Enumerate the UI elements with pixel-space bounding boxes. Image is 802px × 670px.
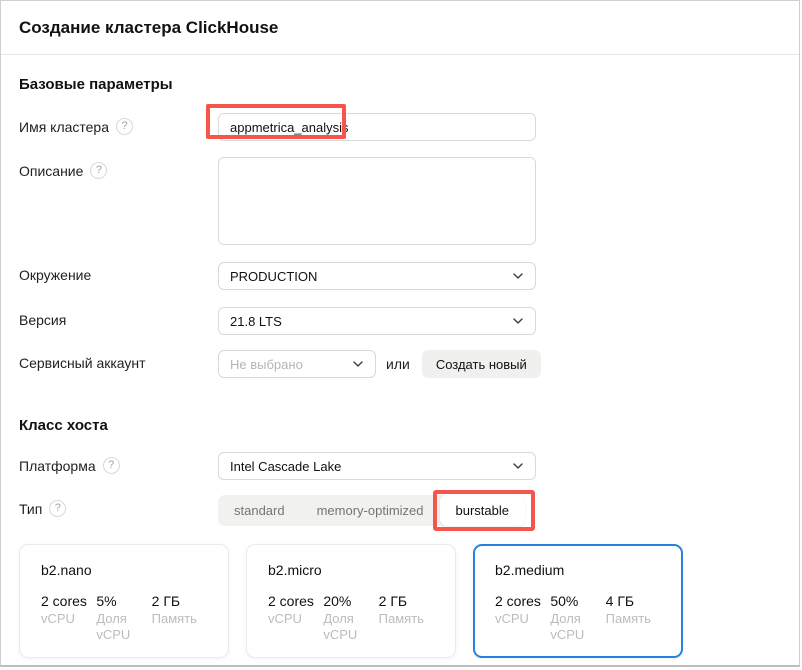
- form-row-cluster-name: Имя кластера ?: [19, 104, 781, 141]
- spec-label: Доля vCPU: [323, 611, 358, 643]
- spec-value: 2 ГБ: [378, 593, 408, 609]
- chevron-down-icon: [351, 357, 365, 371]
- section-heading-basic: Базовые параметры: [19, 76, 173, 93]
- type-segment-burstable-label: burstable: [455, 503, 509, 518]
- chevron-down-icon: [511, 269, 525, 283]
- form-row-platform: Платформа ? Intel Cascade Lake: [19, 452, 781, 480]
- spec-vcpu: 2 cores vCPU: [268, 593, 323, 644]
- card-title: b2.nano: [41, 562, 92, 578]
- or-text: или: [386, 356, 410, 372]
- environment-select-value: PRODUCTION: [230, 268, 318, 284]
- form-row-description: Описание ?: [19, 157, 781, 245]
- cluster-name-input[interactable]: [218, 113, 536, 141]
- spec-label: Память: [378, 611, 424, 626]
- form-row-environment: Окружение PRODUCTION: [19, 262, 781, 290]
- spec-label: vCPU: [41, 611, 75, 626]
- environment-select[interactable]: PRODUCTION: [218, 262, 536, 290]
- service-account-select[interactable]: Не выбрано: [218, 350, 376, 378]
- card-specs: 2 cores vCPU 20% Доля vCPU 2 ГБ Память: [268, 593, 434, 644]
- platform-select-value: Intel Cascade Lake: [230, 458, 342, 474]
- type-segment-memory-optimized[interactable]: memory-optimized: [316, 503, 424, 518]
- type-segment-standard[interactable]: standard: [234, 503, 285, 518]
- spec-value: 5%: [96, 593, 117, 609]
- card-specs: 2 cores vCPU 5% Доля vCPU 2 ГБ Память: [41, 593, 207, 644]
- spec-label: vCPU: [268, 611, 302, 626]
- create-service-account-button[interactable]: Создать новый: [421, 350, 541, 378]
- help-icon[interactable]: ?: [90, 162, 108, 179]
- version-label: Версия: [19, 312, 67, 328]
- card-specs: 2 cores vCPU 50% Доля vCPU 4 ГБ Память: [495, 593, 661, 644]
- service-account-label-wrap: Сервисный аккаунт: [19, 350, 218, 371]
- form-row-service-account: Сервисный аккаунт Не выбрано или Создать…: [19, 350, 781, 378]
- type-segment-burstable[interactable]: burstable: [432, 490, 535, 531]
- host-card-b2-medium[interactable]: b2.medium 2 cores vCPU 50% Доля vCPU 4 Г…: [473, 544, 683, 658]
- spec-value: 2 cores: [495, 593, 541, 609]
- page-title: Создание кластера ClickHouse: [19, 17, 279, 37]
- spec-label: Память: [151, 611, 197, 626]
- help-icon[interactable]: ?: [116, 118, 134, 135]
- spec-label: vCPU: [495, 611, 529, 626]
- spec-value: 2 ГБ: [151, 593, 181, 609]
- cluster-name-label: Имя кластера: [19, 118, 110, 135]
- host-type-label: Тип: [19, 500, 43, 517]
- help-icon[interactable]: ?: [49, 500, 67, 517]
- page-header: Создание кластера ClickHouse: [1, 1, 799, 55]
- host-type-segmented-control: standard memory-optimized burstable: [218, 490, 535, 531]
- version-select[interactable]: 21.8 LTS: [218, 307, 536, 335]
- version-select-value: 21.8 LTS: [230, 313, 282, 329]
- spec-value: 50%: [550, 593, 579, 609]
- platform-select[interactable]: Intel Cascade Lake: [218, 452, 536, 480]
- form-row-host-type: Тип ? standard memory-optimized burstabl…: [19, 490, 781, 531]
- spec-label: Доля vCPU: [96, 611, 131, 643]
- spec-value: 2 cores: [41, 593, 87, 609]
- environment-label-wrap: Окружение: [19, 262, 218, 283]
- spec-memory: 2 ГБ Память: [152, 593, 207, 644]
- host-card-b2-nano[interactable]: b2.nano 2 cores vCPU 5% Доля vCPU 2 ГБ П…: [19, 544, 229, 658]
- description-textarea[interactable]: [218, 157, 536, 245]
- card-title: b2.micro: [268, 562, 322, 578]
- platform-label: Платформа: [19, 457, 96, 474]
- spec-vcpu: 2 cores vCPU: [41, 593, 96, 644]
- host-type-label-wrap: Тип ?: [19, 495, 218, 517]
- description-label-wrap: Описание ?: [19, 157, 218, 179]
- spec-vcpu-share: 50% Доля vCPU: [550, 593, 605, 644]
- environment-label: Окружение: [19, 267, 92, 283]
- host-class-cards: b2.nano 2 cores vCPU 5% Доля vCPU 2 ГБ П…: [19, 544, 781, 658]
- card-title: b2.medium: [495, 562, 565, 578]
- form-row-version: Версия 21.8 LTS: [19, 307, 781, 335]
- spec-value: 20%: [323, 593, 352, 609]
- spec-label: Доля vCPU: [550, 611, 585, 643]
- service-account-placeholder: Не выбрано: [230, 356, 303, 372]
- platform-label-wrap: Платформа ?: [19, 452, 218, 474]
- host-card-b2-micro[interactable]: b2.micro 2 cores vCPU 20% Доля vCPU 2 ГБ…: [246, 544, 456, 658]
- spec-vcpu-share: 5% Доля vCPU: [96, 593, 151, 644]
- spec-label: Память: [605, 611, 651, 626]
- help-icon[interactable]: ?: [102, 457, 120, 474]
- form-content: Базовые параметры Имя кластера ? Описани…: [1, 75, 799, 658]
- service-account-label: Сервисный аккаунт: [19, 355, 146, 371]
- section-heading-host-class: Класс хоста: [19, 417, 108, 434]
- chevron-down-icon: [511, 459, 525, 473]
- version-label-wrap: Версия: [19, 307, 218, 328]
- spec-memory: 4 ГБ Память: [606, 593, 661, 644]
- cluster-name-label-wrap: Имя кластера ?: [19, 113, 218, 135]
- spec-vcpu-share: 20% Доля vCPU: [323, 593, 378, 644]
- spec-vcpu: 2 cores vCPU: [495, 593, 550, 644]
- description-label: Описание: [19, 162, 84, 179]
- spec-memory: 2 ГБ Память: [379, 593, 434, 644]
- cluster-name-input-wrap: [206, 104, 536, 141]
- spec-value: 4 ГБ: [605, 593, 635, 609]
- spec-value: 2 cores: [268, 593, 314, 609]
- chevron-down-icon: [511, 314, 525, 328]
